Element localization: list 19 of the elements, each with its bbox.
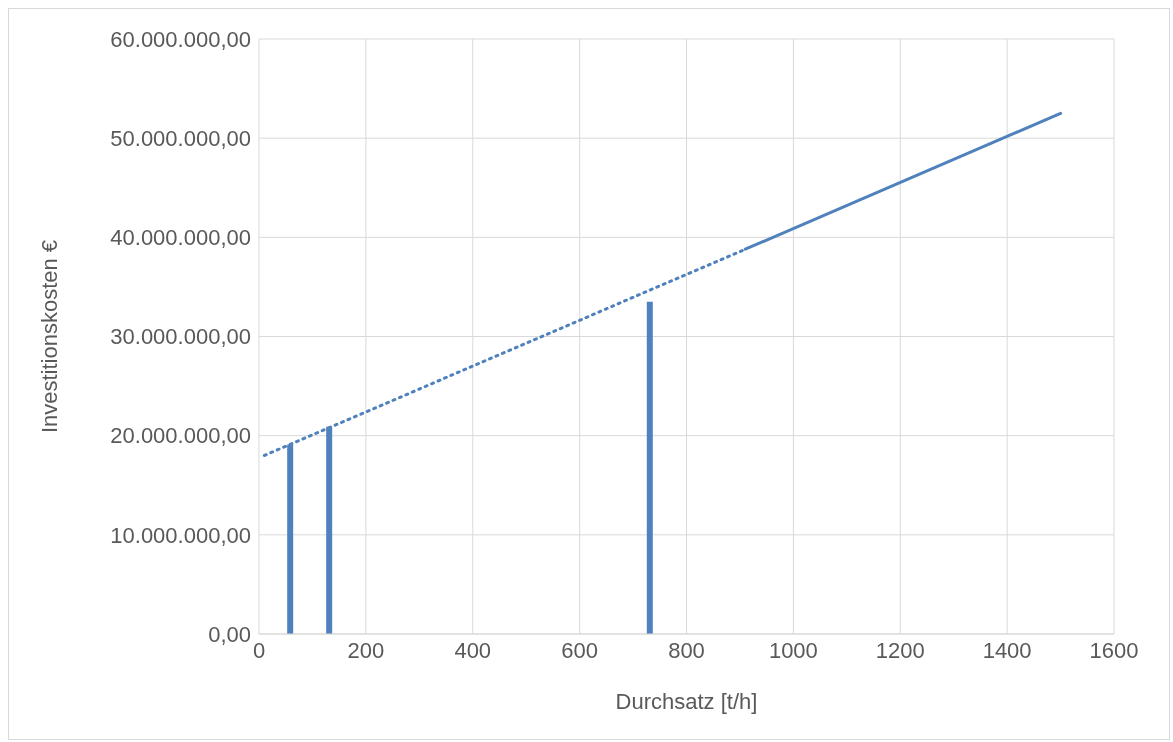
x-tick-label: 0	[252, 637, 266, 663]
x-tick-label: 1400	[982, 637, 1032, 663]
bar	[646, 301, 653, 634]
x-tick-label: 400	[454, 637, 492, 663]
x-axis-title: Durchsatz [t/h]	[615, 689, 758, 714]
x-tick-label: 200	[347, 637, 385, 663]
x-tick-label: 1600	[1089, 637, 1139, 663]
y-axis-title: Investitionskosten €	[36, 239, 62, 434]
y-tick-label: 30.000.000,00	[110, 324, 251, 350]
y-tick-label: 60.000.000,00	[110, 26, 251, 52]
x-tick-label: 600	[561, 637, 598, 663]
y-tick-label: 10.000.000,00	[110, 522, 251, 548]
y-tick-label: 20.000.000,00	[110, 423, 251, 449]
x-tick-label: 1200	[875, 637, 925, 663]
y-tick-label: 50.000.000,00	[110, 125, 251, 151]
y-tick-label: 0,00	[208, 621, 251, 647]
y-tick-label: 40.000.000,00	[110, 225, 251, 251]
x-tick-label: 1000	[768, 637, 818, 663]
x-tick-label: 800	[668, 637, 705, 663]
